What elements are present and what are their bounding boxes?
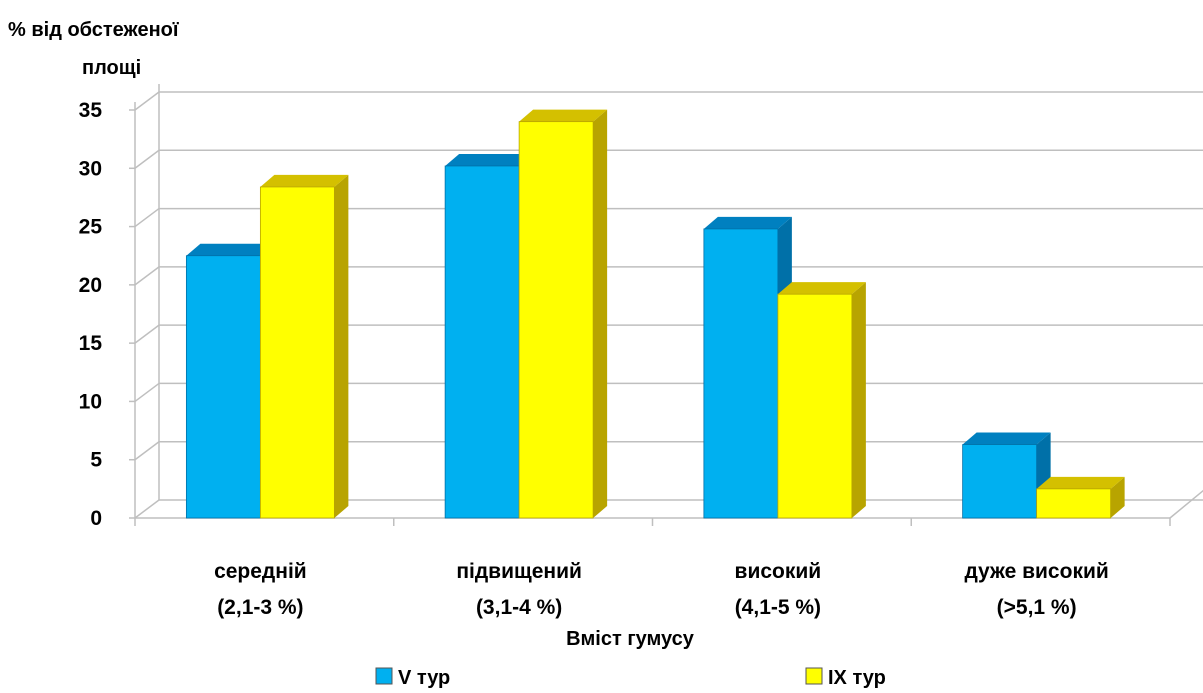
bar-side — [851, 282, 866, 518]
category-label: дуже високий — [964, 560, 1108, 583]
gridline-depth — [134, 207, 160, 228]
y-tick-label: 10 — [79, 390, 102, 413]
category-label: (4,1-5 %) — [735, 596, 821, 619]
bar — [777, 293, 853, 519]
bar-side — [334, 174, 349, 519]
bar — [444, 165, 520, 519]
gridline-depth — [134, 266, 160, 286]
y-tick-label: 30 — [79, 157, 102, 180]
bar-top — [962, 432, 1051, 445]
bar — [1036, 488, 1112, 519]
bar-top — [186, 243, 275, 256]
category-label: (>5,1 %) — [997, 596, 1077, 619]
bar-top — [777, 282, 866, 295]
x-axis-label: Вміст гумусу — [566, 628, 695, 650]
bar-top — [1036, 476, 1125, 489]
gridline-depth — [134, 91, 160, 111]
bar — [259, 186, 335, 519]
gridline-depth — [134, 149, 160, 169]
legend: V тур IX тур — [375, 667, 886, 689]
legend-label-ix-tur: IX тур — [828, 667, 886, 689]
bar-side — [1110, 476, 1125, 518]
category-label: середній — [214, 560, 307, 583]
gridline-depth — [134, 382, 160, 403]
category-labels: середній (2,1-3 %) підвищений (3,1-4 %) висо… — [214, 560, 1109, 619]
y-tick-label: 20 — [79, 274, 102, 297]
y-tick-labels: 0 5 10 15 20 25 30 35 — [79, 99, 103, 530]
category-label: підвищений — [456, 560, 582, 583]
bar — [703, 228, 779, 519]
category-label: (2,1-3 %) — [217, 596, 303, 619]
gridline-depth — [134, 441, 160, 461]
bar-top — [260, 174, 349, 187]
bar-top — [519, 109, 608, 122]
bar — [962, 444, 1038, 519]
bars — [185, 109, 1125, 519]
gridline-depth — [134, 324, 160, 344]
y-tick-label: 0 — [90, 507, 102, 530]
y-axis-label-line-1: % від обстеженої — [8, 19, 179, 41]
bar — [518, 121, 594, 519]
gridline-depth — [134, 499, 160, 519]
legend-label-v-tur: V тур — [398, 667, 450, 689]
bar — [185, 255, 261, 519]
floor-right-edge — [1169, 489, 1203, 519]
legend-swatch-ix-tur — [805, 667, 823, 685]
y-tick-label: 5 — [90, 449, 102, 472]
category-label: (3,1-4 %) — [476, 596, 562, 619]
y-tick-label: 15 — [79, 332, 103, 355]
legend-swatch-v-tur — [375, 667, 393, 685]
bar-top — [445, 153, 534, 166]
bar-top — [703, 216, 792, 229]
y-axis-label-line-2: площі — [82, 57, 141, 79]
y-tick-label: 35 — [79, 99, 103, 122]
y-tick-label: 25 — [79, 216, 103, 239]
category-label: високий — [735, 560, 822, 583]
bar-side — [593, 109, 608, 519]
